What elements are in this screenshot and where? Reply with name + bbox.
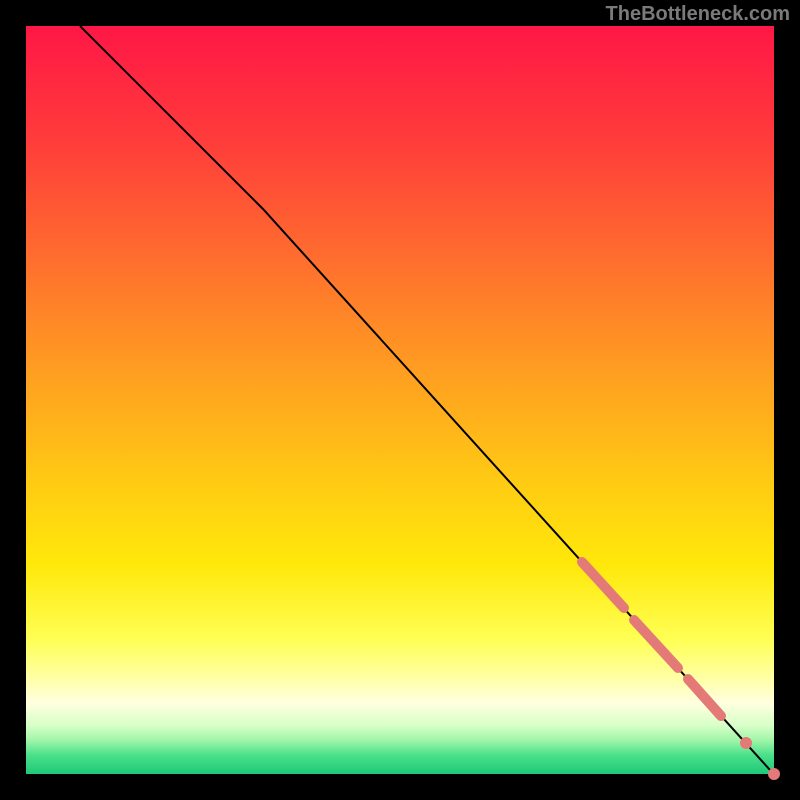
plot-area	[26, 26, 774, 774]
marker-dot	[768, 768, 780, 780]
watermark-text: TheBottleneck.com	[606, 3, 790, 25]
marker-dot	[740, 737, 752, 749]
bottleneck-chart: TheBottleneck.com	[0, 0, 800, 800]
